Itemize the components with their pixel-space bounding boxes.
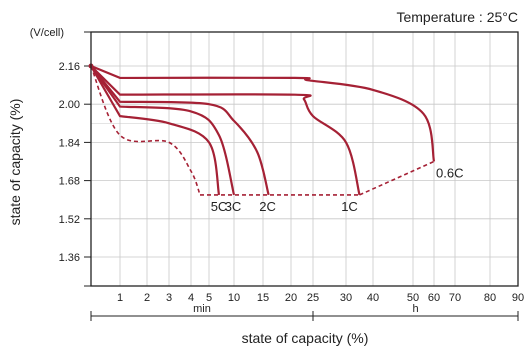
x-tick-label: 4 xyxy=(188,292,194,304)
x-tick-label: 1 xyxy=(117,292,123,304)
cutoff-line-right xyxy=(359,160,435,196)
x-tick-label: 70 xyxy=(449,292,461,304)
y-tick-label: 1.36 xyxy=(59,252,80,264)
y-tick-label: 2.00 xyxy=(59,99,80,111)
series-line-0-6c xyxy=(90,64,436,162)
series-line-5c xyxy=(90,65,221,196)
x-tick-label: 80 xyxy=(484,292,496,304)
series-line-2c xyxy=(90,65,270,196)
series-label: 3C xyxy=(225,199,242,214)
x-tick-label: 20 xyxy=(285,292,297,304)
y-axis-label: state of capacity (%) xyxy=(7,99,23,226)
series-line-1c xyxy=(90,65,361,196)
cutoff-dashed-lines xyxy=(90,65,435,196)
series-label: 0.6C xyxy=(436,166,463,181)
x-range-brackets: min h xyxy=(90,303,519,321)
range-label: h xyxy=(412,303,418,315)
x-tick-label: 30 xyxy=(340,292,352,304)
series-label: 1C xyxy=(341,199,358,214)
x-tick-label: 15 xyxy=(257,292,269,304)
y-unit-label: (V/cell) xyxy=(30,27,64,39)
y-tick-label: 1.68 xyxy=(59,176,80,188)
y-tick-label: 2.16 xyxy=(59,61,80,73)
x-tick-label: 10 xyxy=(228,292,240,304)
series-label: 5C xyxy=(211,199,228,214)
y-tick-label: 1.52 xyxy=(59,214,80,226)
x-tick-label: 50 xyxy=(407,292,419,304)
series-line-3c xyxy=(90,65,236,196)
grid xyxy=(91,32,519,286)
x-tick-label: 3 xyxy=(166,292,172,304)
x-ticks: 1 2 3 4 5 10 15 20 25 30 40 50 60 70 80 90 xyxy=(117,292,524,304)
plot-frame xyxy=(90,31,519,287)
x-tick-label: 60 xyxy=(428,292,440,304)
discharge-curves xyxy=(88,63,436,196)
x-tick-label: 2 xyxy=(144,292,150,304)
x-axis-label: state of capacity (%) xyxy=(242,330,369,346)
y-tick-label: 1.84 xyxy=(59,137,80,149)
x-tick-label: 40 xyxy=(367,292,379,304)
range-label: min xyxy=(193,303,211,315)
cutoff-curve-left xyxy=(90,65,201,196)
x-tick-label: 90 xyxy=(512,292,524,304)
y-ticks: 2.16 2.00 1.84 1.68 1.52 1.36 xyxy=(59,31,91,287)
chart-title: Temperature : 25°C xyxy=(396,9,518,25)
x-tick-label: 5 xyxy=(206,292,212,304)
series-label: 2C xyxy=(259,199,276,214)
x-tick-label: 25 xyxy=(307,292,319,304)
